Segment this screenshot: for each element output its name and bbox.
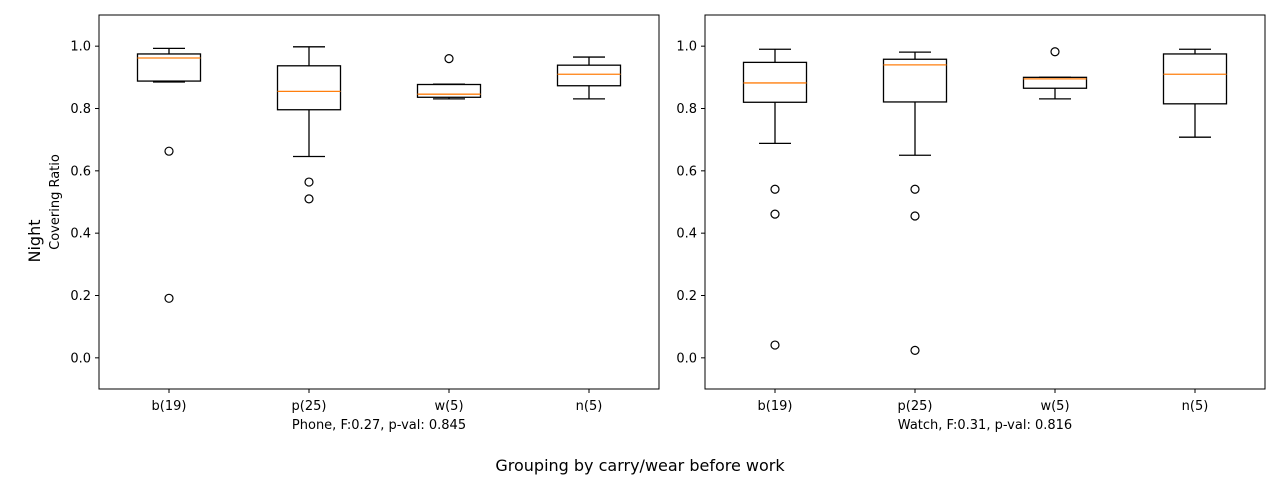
x-axis-label: Watch, F:0.31, p-val: 0.816 bbox=[898, 418, 1072, 433]
x-tick-label: w(5) bbox=[434, 399, 463, 414]
outlier-point bbox=[770, 209, 780, 219]
y-axis-label: Covering Ratio bbox=[48, 154, 63, 250]
iqr-box bbox=[276, 65, 342, 111]
iqr-box bbox=[556, 64, 622, 87]
outlier-point bbox=[1050, 47, 1060, 57]
outlier-point bbox=[444, 54, 454, 64]
x-tick-label: n(5) bbox=[1182, 399, 1209, 414]
x-axis-label: Phone, F:0.27, p-val: 0.845 bbox=[292, 418, 466, 433]
y-tick-label: 0.4 bbox=[676, 227, 697, 242]
phone-boxplot-panel: 0.0 0.2 0.4 0.6 0.8 1.0 b(19) p(25) w(5) n(5) Phon… bbox=[70, 14, 660, 433]
y-tick-label: 0.6 bbox=[70, 164, 91, 179]
y-tick-label: 0.6 bbox=[676, 164, 697, 179]
y-tick-label: 1.0 bbox=[70, 40, 91, 55]
y-tick-label: 0.8 bbox=[676, 102, 697, 117]
outlier-point bbox=[910, 345, 920, 355]
x-tick-label: p(25) bbox=[292, 399, 327, 414]
box-1 bbox=[276, 46, 342, 204]
x-tick-label: p(25) bbox=[898, 399, 933, 414]
axes-frame bbox=[704, 14, 1266, 390]
outlier-point bbox=[910, 184, 920, 194]
iqr-box bbox=[1162, 53, 1228, 105]
box-1 bbox=[882, 51, 948, 355]
y-tick-label: 0.2 bbox=[70, 289, 91, 304]
row-label: Night bbox=[25, 220, 44, 263]
y-tick-label: 0.8 bbox=[70, 102, 91, 117]
y-tick-label: 0.0 bbox=[676, 351, 697, 366]
y-tick-label: 0.0 bbox=[70, 351, 91, 366]
outlier-point bbox=[304, 194, 314, 204]
outlier-point bbox=[770, 184, 780, 194]
figure-suptitle: Grouping by carry/wear before work bbox=[495, 456, 785, 475]
outlier-point bbox=[164, 146, 174, 156]
outlier-point bbox=[910, 211, 920, 221]
box-3 bbox=[556, 56, 622, 100]
y-tick-label: 0.4 bbox=[70, 227, 91, 242]
iqr-box bbox=[882, 58, 948, 103]
y-tick-label: 1.0 bbox=[676, 40, 697, 55]
box-3 bbox=[1162, 48, 1228, 138]
outlier-point bbox=[304, 177, 314, 187]
outlier-point bbox=[770, 340, 780, 350]
watch-boxplot-panel: 0.0 0.2 0.4 0.6 0.8 1.0 b(19) p(25) w(5) n(5) Watc… bbox=[676, 14, 1266, 433]
box-2 bbox=[1022, 47, 1088, 100]
box-0 bbox=[742, 48, 808, 350]
x-tick-label: n(5) bbox=[576, 399, 603, 414]
x-tick-label: w(5) bbox=[1040, 399, 1069, 414]
iqr-box bbox=[136, 53, 202, 82]
outlier-point bbox=[164, 293, 174, 303]
x-tick-label: b(19) bbox=[152, 399, 187, 414]
box-2 bbox=[416, 54, 482, 100]
iqr-box bbox=[416, 83, 482, 98]
iqr-box bbox=[1022, 76, 1088, 89]
axes-frame bbox=[98, 14, 660, 390]
y-tick-label: 0.2 bbox=[676, 289, 697, 304]
box-0 bbox=[136, 47, 202, 303]
x-tick-label: b(19) bbox=[758, 399, 793, 414]
